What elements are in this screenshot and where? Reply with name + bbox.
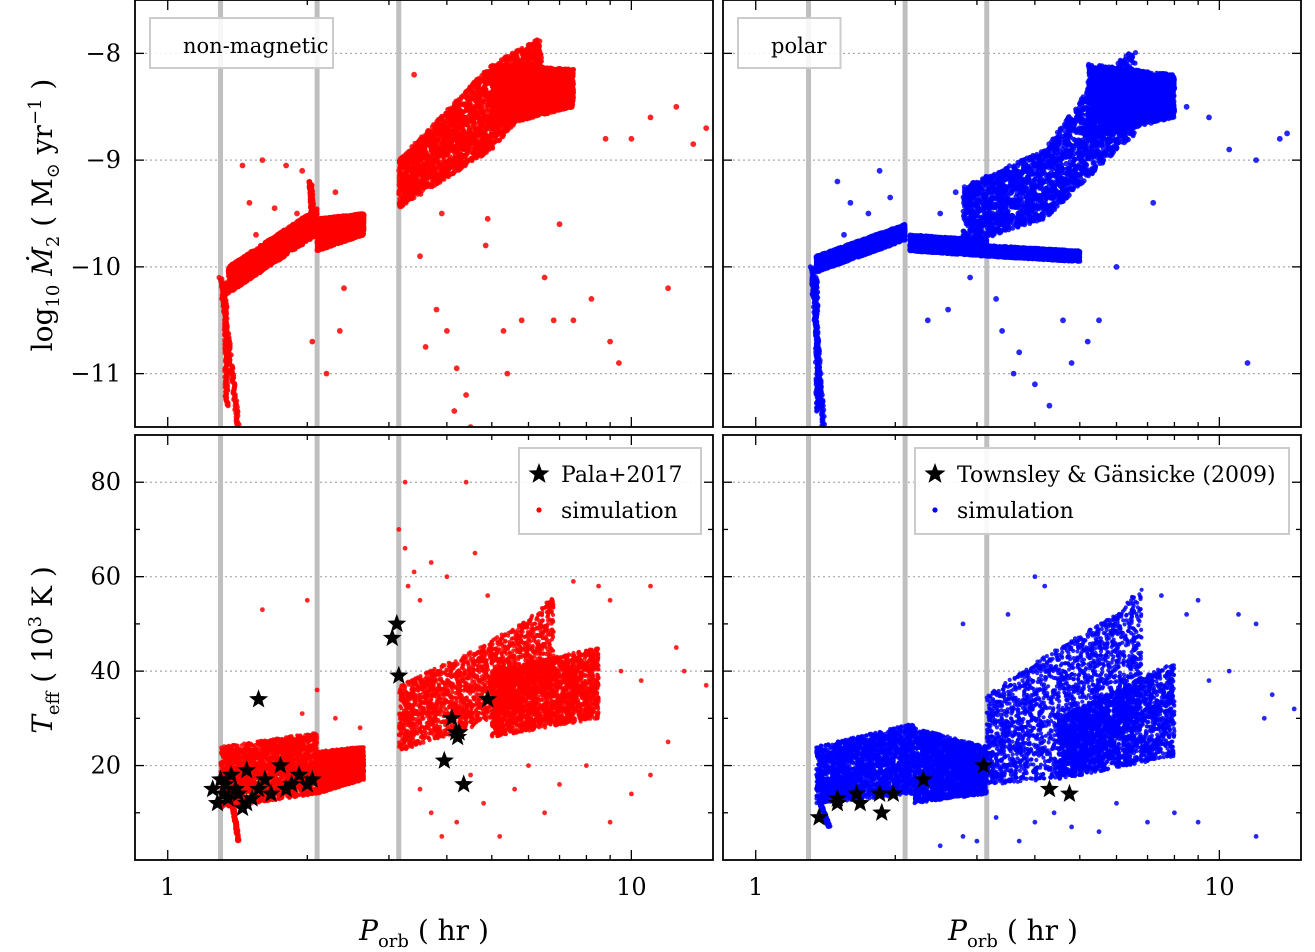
data-point <box>248 267 254 273</box>
data-point <box>229 287 235 293</box>
data-point <box>298 228 304 234</box>
data-point <box>230 265 236 272</box>
data-point <box>272 238 278 244</box>
data-point <box>270 245 276 251</box>
data-point <box>280 240 287 246</box>
data-point <box>265 256 271 262</box>
data-point <box>279 252 285 258</box>
data-point <box>355 233 362 239</box>
data-point <box>349 217 355 224</box>
data-point <box>240 275 246 281</box>
data-point <box>265 248 271 254</box>
data-point <box>316 216 322 222</box>
data-point <box>248 249 254 255</box>
data-point <box>295 223 301 229</box>
data-point <box>235 263 241 269</box>
data-point <box>283 249 290 255</box>
data-point <box>324 223 330 229</box>
data-point <box>299 223 305 229</box>
data-point <box>244 255 250 261</box>
data-point <box>287 242 293 248</box>
data-point <box>343 231 349 237</box>
data-point <box>230 281 236 287</box>
data-point <box>344 221 350 227</box>
data-point <box>258 243 264 250</box>
data-point <box>279 236 285 242</box>
data-point <box>240 271 246 277</box>
data-point <box>295 243 302 249</box>
data-point <box>297 233 303 239</box>
data-point <box>235 278 241 284</box>
data-point <box>315 244 321 250</box>
data-point <box>294 219 300 225</box>
data-point <box>235 258 241 264</box>
data-point <box>277 243 283 249</box>
data-point <box>317 233 323 239</box>
data-point <box>291 246 297 252</box>
data-point <box>274 254 280 260</box>
data-point <box>266 260 272 266</box>
data-point <box>265 243 272 250</box>
data-point <box>246 262 252 268</box>
data-point <box>255 267 261 273</box>
data-point <box>355 219 361 225</box>
data-point <box>340 235 346 241</box>
data-point <box>225 268 231 274</box>
data-point <box>251 258 257 264</box>
data-point <box>324 242 330 248</box>
data-point <box>335 237 341 244</box>
data-point <box>299 241 306 248</box>
data-point <box>239 280 246 286</box>
data-point <box>253 271 259 277</box>
data-point <box>239 264 246 270</box>
data-point <box>262 265 268 271</box>
data-point <box>257 259 263 265</box>
data-point <box>332 220 338 226</box>
data-point <box>267 236 273 242</box>
data-point <box>316 222 322 228</box>
data-point <box>255 247 261 253</box>
data-point <box>358 228 364 234</box>
data-point <box>286 224 292 230</box>
data-point <box>355 211 361 217</box>
plot-area <box>135 0 713 427</box>
data-point <box>294 228 300 234</box>
scatter-series <box>216 37 710 427</box>
data-point <box>245 272 251 278</box>
data-point <box>305 236 311 242</box>
data-point <box>334 214 340 220</box>
data-point <box>327 237 333 243</box>
data-point <box>335 226 341 232</box>
data-point <box>272 249 278 255</box>
data-point <box>324 216 330 222</box>
data-point <box>330 228 336 234</box>
